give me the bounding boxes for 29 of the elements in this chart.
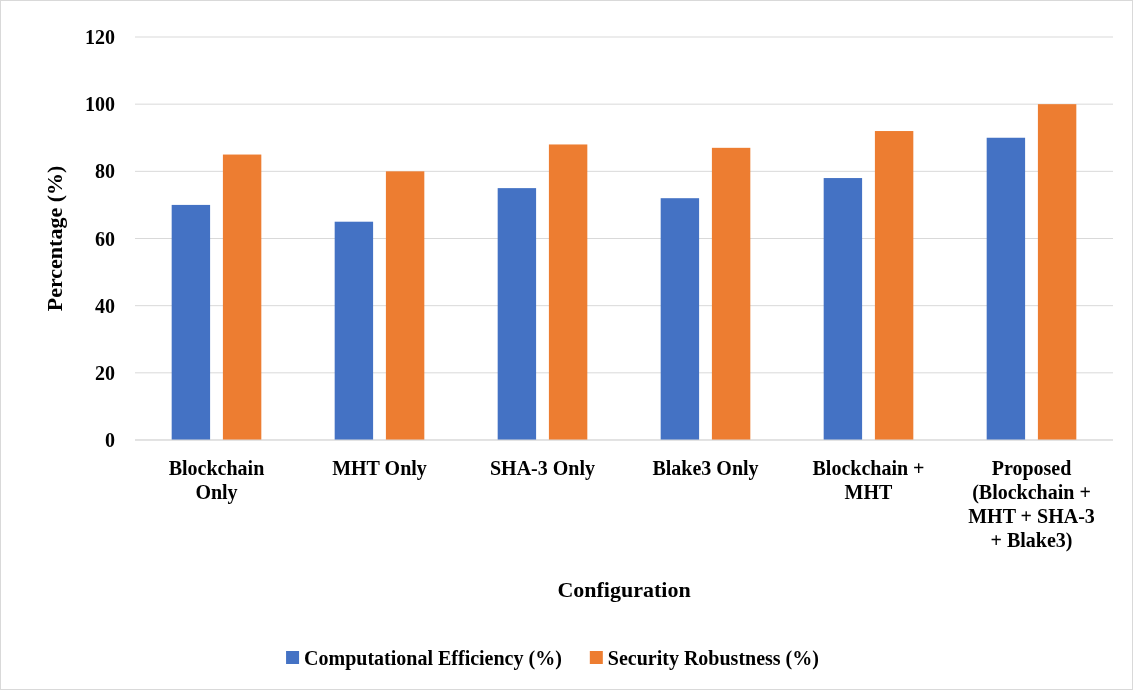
bar bbox=[874, 131, 914, 440]
bar bbox=[334, 221, 374, 440]
y-tick-label: 60 bbox=[95, 227, 115, 250]
y-tick-label: 120 bbox=[85, 26, 115, 48]
bar bbox=[548, 144, 588, 440]
bar bbox=[660, 198, 700, 440]
x-tick-label: Blockchain + MHT bbox=[812, 457, 925, 503]
x-tick-label: Blake3 Only bbox=[652, 457, 759, 480]
legend-label: Security Robustness (%) bbox=[607, 647, 819, 670]
bar bbox=[222, 154, 262, 440]
y-tick-label: 40 bbox=[95, 294, 115, 317]
x-axis-title: Configuration bbox=[557, 577, 691, 602]
y-tick-label: 0 bbox=[105, 429, 115, 451]
y-tick-label: 100 bbox=[85, 93, 115, 116]
bar bbox=[711, 147, 751, 440]
bar bbox=[823, 178, 863, 440]
x-tick-label: Blockchain Only bbox=[168, 457, 265, 504]
bar bbox=[986, 137, 1026, 440]
x-tick-label: MHT Only bbox=[332, 457, 427, 480]
y-tick-label: 80 bbox=[95, 160, 115, 183]
y-tick-label: 20 bbox=[95, 361, 115, 384]
bar bbox=[1037, 104, 1077, 440]
bar bbox=[171, 204, 211, 440]
bar bbox=[385, 171, 425, 440]
legend-label: Computational Efficiency (%) bbox=[304, 647, 562, 670]
x-tick-label: SHA-3 Only bbox=[489, 457, 596, 480]
bar bbox=[497, 188, 537, 440]
x-tick-label: Proposed (Blockchain + MHT + SHA-3 + Blake3) bbox=[968, 457, 1095, 552]
y-axis-title: Percentage (%) bbox=[42, 165, 67, 312]
